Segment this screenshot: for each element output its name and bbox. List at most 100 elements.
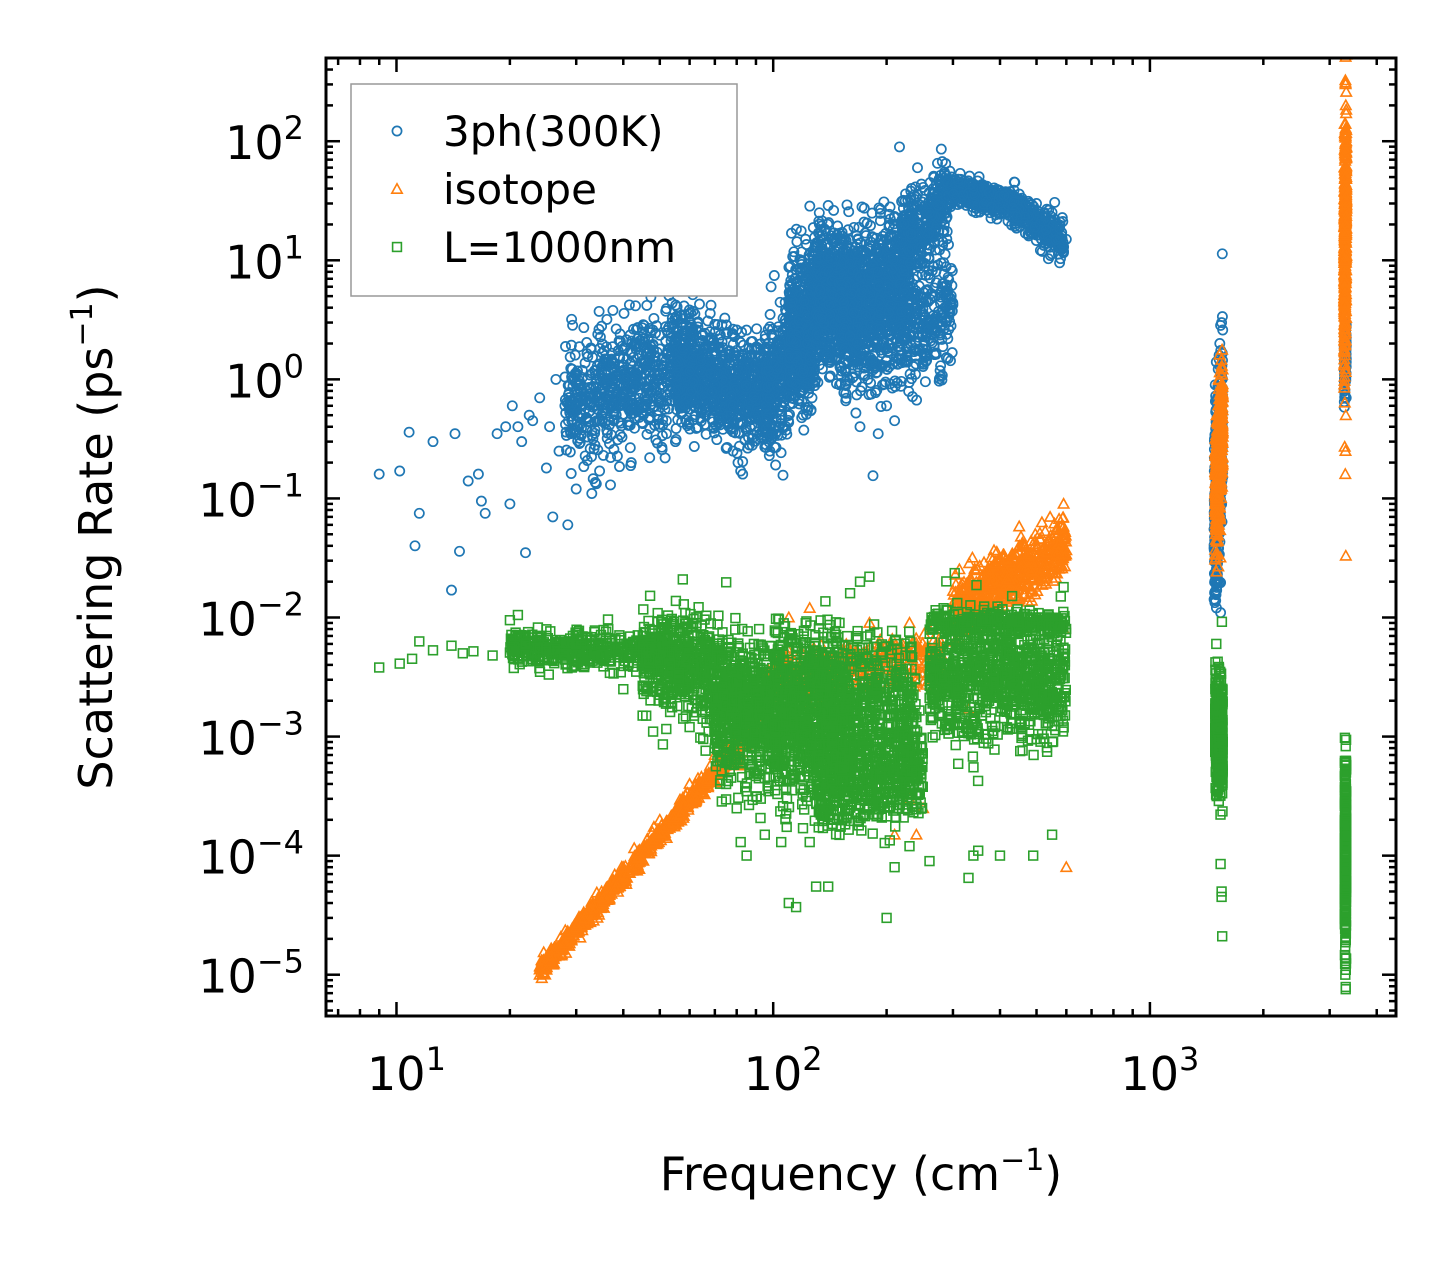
data-point: [593, 305, 605, 317]
data-point: [591, 364, 602, 376]
data-point: [687, 305, 699, 317]
data-point: [606, 353, 617, 365]
data-point: [559, 394, 571, 406]
data-point: [603, 419, 615, 431]
data-point: [660, 303, 672, 315]
data-point: [631, 337, 643, 349]
data-point: [607, 358, 619, 370]
data-point: [564, 351, 576, 363]
data-point: [610, 323, 622, 335]
data-point: [573, 378, 585, 390]
data-point: [560, 341, 571, 352]
data-point: [589, 427, 601, 439]
data-point: [647, 324, 659, 336]
data-point: [651, 437, 663, 449]
data-point: [566, 371, 578, 383]
data-point: [721, 441, 733, 453]
data-point: [688, 441, 700, 452]
data-point: [593, 323, 605, 335]
data-point: [578, 322, 590, 334]
data-point: [589, 476, 601, 488]
data-point: [643, 354, 655, 366]
data-point: [578, 461, 590, 473]
data-point: [681, 420, 693, 432]
data-point: [604, 438, 615, 450]
data-point: [625, 408, 637, 420]
data-point: [649, 356, 661, 367]
data-point: [708, 427, 720, 439]
data-point: [605, 452, 617, 463]
data-point: [566, 406, 578, 418]
data-point: [594, 465, 606, 477]
data-point: [564, 446, 576, 458]
data-point: [644, 423, 656, 434]
data-point: [618, 307, 630, 319]
data-point: [623, 419, 634, 431]
data-point: [660, 335, 672, 347]
data-point: [565, 400, 577, 412]
data-point: [646, 384, 658, 396]
data-point: [560, 426, 572, 438]
data-point: [576, 364, 588, 376]
data-point: [618, 380, 630, 391]
data-point: [600, 407, 612, 419]
data-point: [594, 331, 606, 343]
data-point: [614, 461, 625, 473]
data-point: [630, 300, 641, 312]
data-point: [565, 339, 577, 351]
data-point: [641, 428, 653, 440]
data-point: [694, 298, 705, 310]
data-point: [566, 313, 578, 325]
data-point: [623, 299, 635, 311]
data-point: [751, 323, 763, 335]
data-point: [569, 349, 581, 361]
data-point: [601, 432, 613, 444]
data-point: [639, 376, 651, 388]
data-point: [638, 399, 650, 411]
data-point: [644, 411, 656, 423]
data-point: [571, 424, 583, 436]
data-point: [630, 324, 642, 336]
data-point: [573, 341, 585, 353]
data-point: [565, 468, 577, 479]
data-point: [636, 322, 648, 334]
data-point: [560, 407, 572, 419]
data-point: [654, 394, 666, 405]
data-point: [611, 450, 623, 462]
data-point: [735, 337, 746, 348]
data-point: [603, 358, 615, 370]
data-point: [645, 327, 656, 339]
data-point: [572, 380, 584, 392]
data-point: [616, 387, 628, 399]
data-point: [641, 299, 653, 311]
data-point: [567, 319, 579, 331]
data-point: [629, 371, 641, 383]
data-point: [656, 373, 668, 385]
data-point: [601, 392, 613, 404]
data-point: [648, 312, 660, 324]
data-point: [589, 439, 601, 451]
data-point: [601, 341, 612, 353]
data-point: [618, 374, 630, 386]
data-point: [574, 438, 585, 449]
data-point: [636, 417, 648, 428]
data-point: [624, 442, 636, 454]
data-point: [648, 379, 660, 391]
series-circle-0: [373, 141, 1352, 619]
data-point: [659, 452, 671, 464]
data-point: [610, 409, 622, 421]
data-point: [618, 359, 630, 371]
series-layer: [373, 58, 1353, 995]
data-point: [607, 304, 619, 316]
data-point: [661, 428, 672, 440]
data-point: [705, 299, 717, 311]
data-point: [618, 393, 630, 405]
data-point: [618, 342, 630, 354]
data-point: [657, 414, 669, 426]
data-point: [581, 455, 593, 466]
data-point: [630, 367, 642, 379]
data-point: [648, 344, 659, 356]
data-point: [587, 351, 598, 363]
data-point: [570, 392, 582, 404]
data-point: [649, 373, 661, 385]
